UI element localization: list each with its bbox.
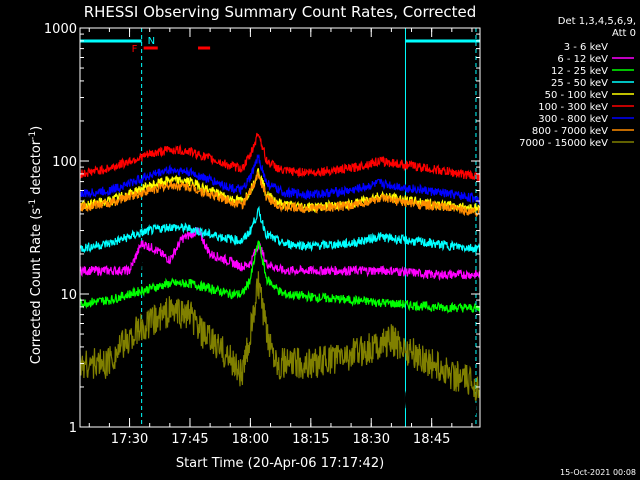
legend-entry-label: 6 - 12 keV: [557, 54, 608, 65]
legend-entry-label: 50 - 100 keV: [545, 90, 609, 101]
y-tick-label: 10: [60, 288, 77, 303]
series-line: [79, 205, 481, 255]
series-line: [79, 231, 481, 429]
legend-entry-label: 100 - 300 keV: [538, 102, 608, 113]
legend-entry-label: 300 - 800 keV: [538, 114, 608, 125]
series-line: [79, 226, 481, 281]
legend-header: Att 0: [612, 28, 636, 39]
y-tick-label: 1000: [44, 22, 77, 37]
series-line: [79, 240, 481, 314]
x-tick-label: 17:45: [171, 432, 208, 447]
legend-entry-label: 25 - 50 keV: [551, 78, 608, 89]
x-tick-label: 18:15: [292, 432, 329, 447]
y-tick-label: 100: [52, 155, 77, 170]
y-tick-label: 1: [69, 421, 77, 436]
series-line: [79, 153, 481, 205]
legend-entry-label: 3 - 6 keV: [564, 42, 608, 53]
footer-timestamp: 15-Oct-2021 00:08: [560, 468, 636, 477]
series-line: [79, 271, 481, 402]
chart-title: RHESSI Observing Summary Count Rates, Co…: [84, 3, 477, 21]
x-tick-label: 18:45: [413, 432, 450, 447]
flare-flag-label: F: [132, 44, 138, 55]
series-line: [79, 132, 481, 181]
x-tick-label: 17:30: [111, 432, 148, 447]
x-tick-label: 18:30: [353, 432, 390, 447]
legend-entry-label: 7000 - 15000 keV: [519, 138, 608, 149]
series-line: [79, 171, 481, 217]
x-axis-label: Start Time (20-Apr-06 17:17:42): [176, 456, 384, 471]
legend-entry-label: 12 - 25 keV: [551, 66, 608, 77]
legend-entry-label: 800 - 7000 keV: [532, 126, 608, 137]
plot-frame: [79, 27, 481, 428]
x-tick-label: 18:00: [232, 432, 269, 447]
legend-header: Det 1,3,4,5,6,9,: [558, 16, 636, 27]
y-axis-label: Corrected Count Rate (s-1 detector-1): [28, 126, 44, 364]
night-flag-label: N: [148, 36, 155, 47]
